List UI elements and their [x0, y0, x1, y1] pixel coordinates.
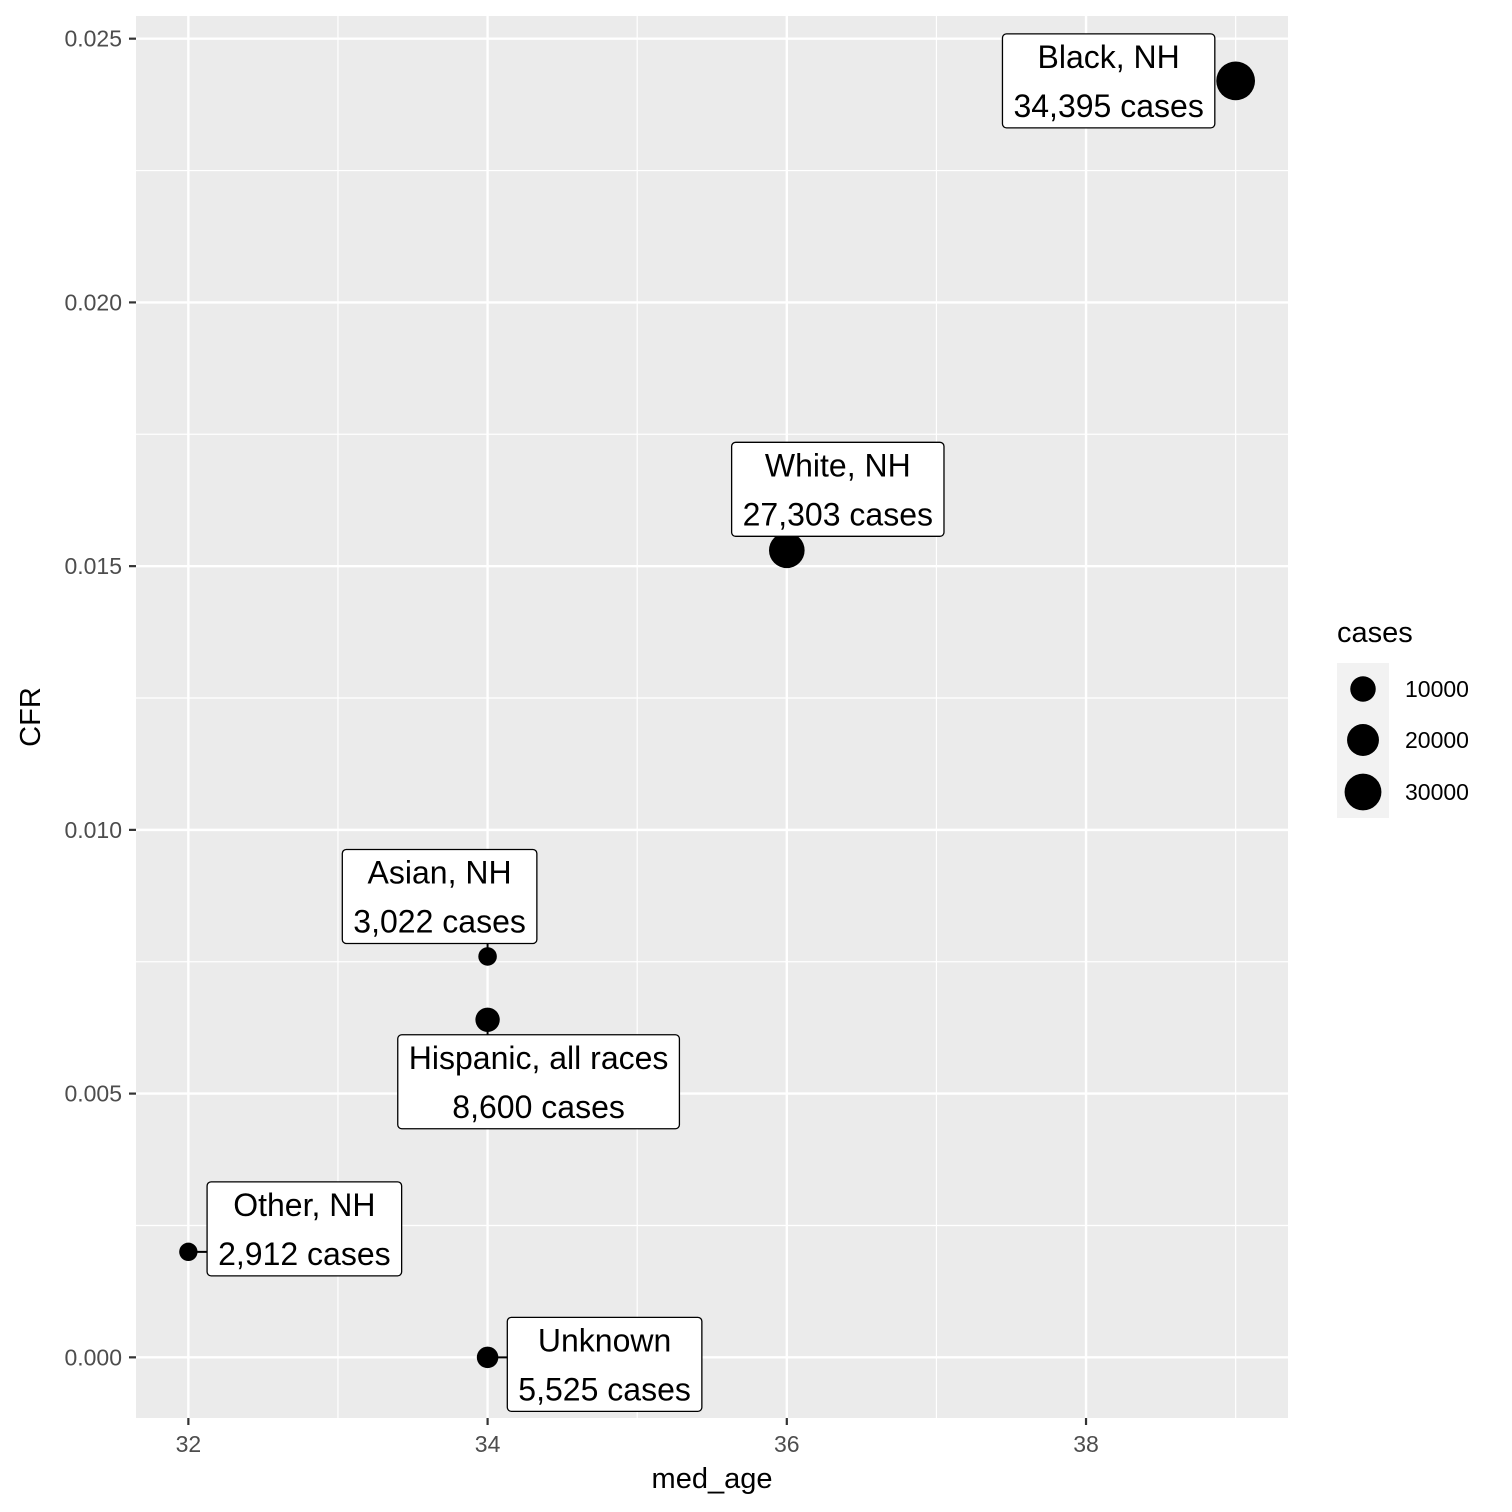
point-label: Hispanic, all races 8,600 cases [397, 1034, 681, 1130]
point-label-group: Hispanic, all races [409, 1040, 669, 1076]
minor-gridlines [136, 16, 1288, 1418]
data-point [768, 532, 805, 569]
y-tick-label: 0.020 [64, 289, 122, 315]
point-label-cases: 8,600 cases [452, 1089, 625, 1125]
point-label-cases: 3,022 cases [353, 903, 526, 939]
point-label-box [730, 441, 945, 537]
legend-key-label: 10000 [1405, 676, 1469, 702]
data-points [179, 61, 1256, 1369]
point-label-box [1001, 33, 1216, 129]
point-label-cases: 27,303 cases [743, 496, 933, 532]
point-label: Other, NH 2,912 cases [206, 1181, 403, 1277]
point-label: Asian, NH 3,022 cases [341, 848, 538, 945]
point-label-box [206, 1181, 403, 1277]
x-tick-label: 38 [1073, 1431, 1099, 1457]
point-label-box [397, 1034, 681, 1130]
data-point [475, 1007, 500, 1032]
point-label-group: Other, NH [233, 1187, 375, 1223]
y-axis-ticks: 0.000 0.005 0.010 0.015 0.020 0.025 [64, 26, 136, 1370]
legend-key-circle [1347, 724, 1379, 756]
x-axis-title: med_age [652, 1463, 773, 1495]
legend-key-label: 30000 [1405, 779, 1469, 805]
y-axis-title: CFR [15, 687, 47, 747]
point-labels: Black, NH 34,395 cases White, NH 27,303 cas… [206, 33, 1216, 1412]
point-label-cases: 2,912 cases [218, 1236, 391, 1272]
point-label-box [506, 1316, 703, 1412]
y-tick-label: 0.010 [64, 817, 122, 843]
legend-key-label: 20000 [1405, 727, 1469, 753]
legend-key-circle [1344, 773, 1382, 811]
x-tick-label: 36 [774, 1431, 800, 1457]
y-tick-label: 0.015 [64, 553, 122, 579]
point-label-group: Black, NH [1038, 39, 1180, 75]
point-label-group: Asian, NH [368, 854, 512, 890]
data-point [476, 1346, 499, 1369]
legend-title: cases [1337, 617, 1413, 649]
point-label: White, NH 27,303 cases [730, 441, 945, 537]
legend-key-circle [1350, 676, 1376, 702]
data-point [1216, 61, 1256, 101]
point-label: Black, NH 34,395 cases [1001, 33, 1216, 129]
data-point [478, 947, 497, 966]
y-tick-label: 0.000 [64, 1344, 122, 1370]
point-label-cases: 5,525 cases [518, 1371, 691, 1407]
y-tick-label: 0.025 [64, 26, 122, 52]
point-label-group: Unknown [538, 1322, 671, 1358]
point-label-cases: 34,395 cases [1013, 88, 1203, 124]
data-point [179, 1242, 198, 1262]
size-legend: cases 10000 20000 30000 [1337, 617, 1469, 818]
x-tick-label: 32 [176, 1431, 202, 1457]
point-label: Unknown 5,525 cases [506, 1316, 703, 1412]
x-axis-ticks: 32 34 36 38 [176, 1418, 1099, 1457]
x-tick-label: 34 [475, 1431, 501, 1457]
y-tick-label: 0.005 [64, 1081, 122, 1107]
point-label-box [341, 848, 538, 945]
point-label-group: White, NH [765, 447, 911, 483]
